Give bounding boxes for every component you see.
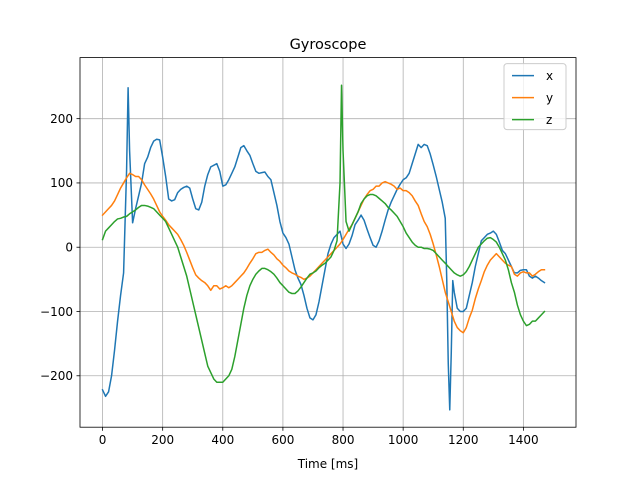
legend-box <box>503 63 567 131</box>
x-axis-label: Time [ms] <box>297 457 359 471</box>
y-axis-ticks: −200 −100 0 100 200 <box>40 112 80 383</box>
series-line-y <box>101 172 546 334</box>
legend-label-y: y <box>546 91 553 105</box>
y-tick-label: 0 <box>65 241 73 255</box>
legend-label-x: x <box>546 69 553 83</box>
x-tick-label: 1000 <box>388 433 419 447</box>
x-tick-label: 200 <box>151 433 174 447</box>
series-line-z <box>101 84 546 383</box>
series-lines <box>101 84 546 411</box>
series-line-x <box>101 87 546 411</box>
legend: xyz <box>503 63 567 131</box>
x-axis-ticks: 0 200 400 600 800 1000 1200 1400 <box>99 427 539 447</box>
y-tick-label: 100 <box>50 176 73 190</box>
x-tick-label: 0 <box>99 433 107 447</box>
x-tick-label: 1400 <box>508 433 539 447</box>
y-tick-label: 200 <box>50 112 73 126</box>
chart-title: Gyroscope <box>290 37 367 53</box>
y-tick-label: −100 <box>40 305 73 319</box>
legend-label-z: z <box>546 113 552 127</box>
plot-frame <box>79 57 577 428</box>
x-tick-label: 1200 <box>448 433 479 447</box>
x-tick-label: 400 <box>211 433 234 447</box>
y-tick-label: −200 <box>40 369 73 383</box>
x-tick-label: 800 <box>332 433 355 447</box>
x-tick-label: 600 <box>271 433 294 447</box>
